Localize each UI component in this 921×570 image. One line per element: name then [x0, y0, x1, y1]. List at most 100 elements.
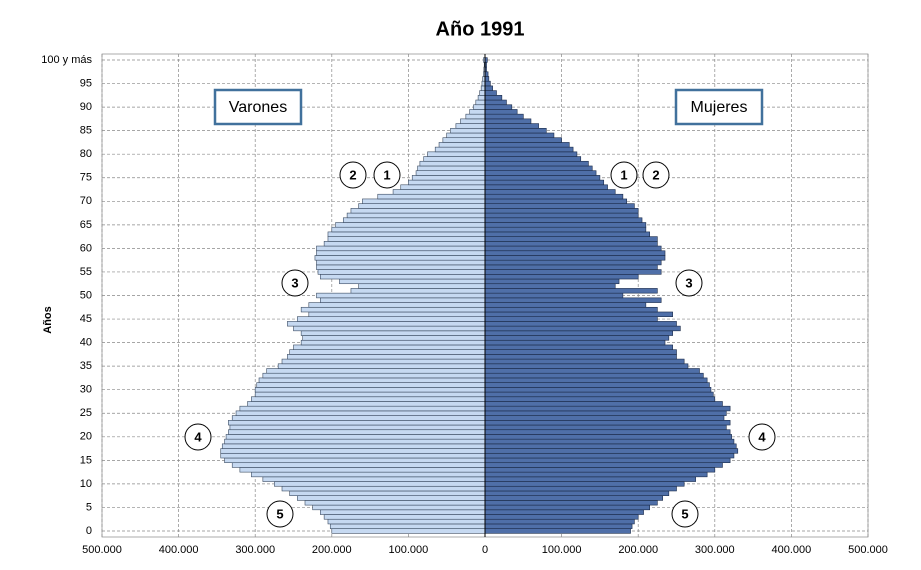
y-tick-label: 90	[80, 101, 92, 113]
bar	[469, 109, 486, 115]
bar	[281, 485, 486, 492]
annotation-circle	[642, 161, 670, 189]
bar	[331, 528, 486, 534]
x-tick-label: 400.000	[772, 544, 812, 556]
y-tick-label: 10	[80, 478, 92, 490]
bar	[484, 226, 647, 233]
bar	[293, 325, 486, 332]
x-tick-label: 100.000	[542, 544, 582, 556]
bar	[228, 420, 486, 426]
bar	[442, 137, 486, 143]
bar	[484, 410, 727, 416]
bar	[262, 476, 486, 482]
y-tick-label: 20	[80, 431, 92, 443]
annotation-circle	[610, 161, 638, 189]
bar	[312, 504, 486, 511]
bar	[304, 500, 486, 506]
bar	[484, 283, 616, 289]
bar	[274, 481, 486, 487]
bar	[377, 193, 486, 200]
bar	[287, 354, 486, 360]
bar	[331, 226, 486, 233]
annotation-circle	[281, 269, 309, 297]
bar	[224, 457, 486, 464]
x-tick-label: 200.000	[312, 544, 352, 556]
bar	[419, 160, 486, 167]
bar	[235, 410, 486, 416]
bar	[484, 363, 689, 369]
x-tick-label: 0	[482, 544, 488, 556]
bar	[484, 434, 732, 440]
bar	[465, 113, 486, 120]
bar	[477, 95, 486, 101]
bar	[484, 156, 582, 162]
bar	[434, 146, 486, 153]
y-tick-label: 70	[80, 195, 92, 207]
bar	[484, 514, 639, 520]
bar	[254, 387, 486, 393]
annotation: 3	[291, 275, 298, 290]
chart-title: Año 1991	[436, 18, 525, 40]
bar	[484, 123, 539, 129]
annotation-circle	[671, 500, 699, 528]
bar	[484, 99, 507, 106]
bar	[484, 349, 677, 355]
annotation: 4	[194, 429, 202, 444]
bar	[484, 132, 555, 139]
legend-box	[674, 88, 764, 126]
bar	[484, 292, 624, 299]
annotation: 5	[276, 506, 283, 521]
bar	[350, 208, 486, 214]
bar	[297, 495, 486, 501]
bar	[484, 504, 650, 511]
bar	[460, 118, 486, 124]
bar	[411, 175, 486, 181]
bar	[484, 462, 723, 468]
bar	[316, 264, 486, 270]
bar	[358, 203, 486, 209]
y-tick-label: 60	[80, 242, 92, 254]
bar	[484, 401, 723, 407]
bar	[484, 255, 666, 261]
bar	[484, 151, 578, 157]
bar	[317, 269, 486, 275]
bar	[484, 321, 677, 327]
bar	[350, 288, 486, 294]
bar	[484, 325, 681, 332]
bar	[484, 335, 670, 341]
annotation-circle	[339, 161, 367, 189]
x-tick-label: 200.000	[618, 544, 658, 556]
bar	[329, 523, 486, 529]
bar	[484, 452, 735, 459]
bar	[484, 278, 620, 285]
y-tick-label: 85	[80, 125, 92, 137]
bar	[484, 528, 631, 534]
bar	[484, 264, 658, 270]
bar	[423, 156, 486, 162]
bar	[484, 142, 570, 148]
bar	[297, 316, 486, 322]
bar	[327, 236, 486, 242]
bar	[484, 471, 708, 478]
bar	[417, 165, 486, 171]
bar	[484, 250, 666, 256]
bar	[484, 175, 601, 181]
bar	[479, 90, 486, 96]
annotation: 3	[685, 275, 692, 290]
bar	[484, 495, 664, 501]
bar	[475, 99, 486, 106]
bar	[320, 297, 486, 303]
bar	[484, 85, 493, 91]
bar	[484, 222, 647, 228]
bar	[320, 509, 486, 515]
y-tick-label: 45	[80, 313, 92, 325]
bar	[484, 382, 710, 388]
y-tick-label: 75	[80, 172, 92, 184]
bar	[484, 160, 589, 167]
bar	[220, 452, 486, 459]
bar	[484, 358, 685, 365]
bar	[484, 372, 704, 379]
bar	[484, 109, 518, 115]
bar	[224, 438, 486, 445]
bar	[484, 396, 716, 402]
